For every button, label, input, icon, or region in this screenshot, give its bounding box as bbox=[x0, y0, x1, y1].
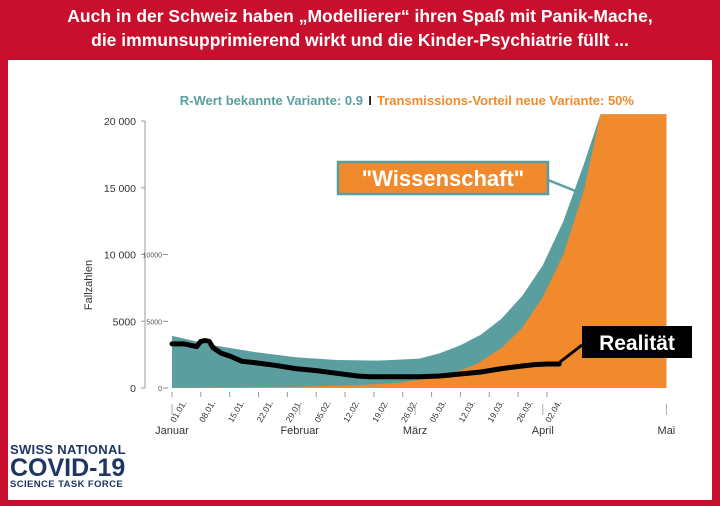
y-tick-label-2: 10 000 bbox=[104, 250, 136, 262]
task-force-logo: SWISS NATIONAL COVID-19 SCIENCE TASK FOR… bbox=[10, 443, 170, 490]
wissenschaft-label: "Wissenschaft" bbox=[362, 166, 525, 191]
x-tick-label-9: 05.03. bbox=[428, 399, 448, 424]
subtitle-left: R-Wert bekannte Variante: 0.9 bbox=[180, 93, 363, 108]
realitaet-box bbox=[582, 326, 692, 358]
real-line-layer bbox=[169, 338, 562, 380]
x-tick-label-0: 01.01. bbox=[168, 399, 188, 424]
realitaet-pointer bbox=[559, 343, 583, 364]
logo-line-1: SWISS NATIONAL bbox=[10, 442, 126, 457]
inner-tick-label-0: 0 bbox=[158, 386, 162, 393]
subtitle-separator: I bbox=[368, 93, 372, 108]
x-axis: 01.01. 08.01. 15.01. 22.01. 29.01. 05.02. 12.0… bbox=[168, 392, 563, 424]
inner-tick-label-1: 5000 bbox=[146, 319, 162, 326]
month-label-3: April bbox=[532, 425, 554, 437]
area-layers bbox=[172, 114, 667, 389]
y-axis: 0 5000 10 000 15 000 20 000 bbox=[104, 116, 146, 395]
y-tick-label-1: 5000 bbox=[113, 316, 137, 328]
logo-line-3: SCIENCE TASK FORCE bbox=[10, 479, 124, 490]
headline-line-1: Auch in der Schweiz haben „Modellierer“ … bbox=[67, 6, 653, 26]
wissenschaft-pointer bbox=[547, 178, 579, 194]
x-tick-label-11: 19.03. bbox=[485, 399, 505, 424]
inner-axis: 0 5000 10000 bbox=[143, 253, 168, 393]
inner-tick-label-2: 10000 bbox=[143, 253, 163, 260]
headline-line-2: die immunsupprimierend wirkt und die Kin… bbox=[91, 30, 629, 50]
month-label-0: Januar bbox=[155, 425, 189, 437]
y-tick-label-0: 0 bbox=[130, 383, 136, 395]
x-tick-label-7: 19.02. bbox=[370, 399, 390, 424]
wissenschaft-box bbox=[336, 160, 550, 196]
x-tick-label-8: 26.02. bbox=[399, 399, 419, 424]
real-cases-line bbox=[169, 338, 562, 380]
x-tick-label-5: 05.02. bbox=[312, 399, 332, 424]
month-label-4: Mai bbox=[658, 425, 676, 437]
headline: Auch in der Schweiz haben „Modellierer“ … bbox=[0, 4, 720, 52]
x-tick-label-2: 15.01. bbox=[226, 399, 246, 424]
month-label-2: März bbox=[403, 425, 427, 437]
x-tick-label-4: 29.01. bbox=[283, 399, 303, 424]
area-series-2 bbox=[172, 114, 667, 389]
x-tick-label-6: 12.02. bbox=[341, 399, 361, 424]
y-tick-label-4: 20 000 bbox=[104, 116, 136, 128]
logo-line-2: COVID-19 bbox=[10, 454, 126, 482]
x-tick-label-13: 02.04. bbox=[543, 399, 563, 424]
x-tick-label-1: 08.01. bbox=[197, 399, 217, 424]
month-axis: Januar Februar März April Mai bbox=[155, 404, 675, 437]
subtitle-right: Transmissions-Vorteil neue Variante: 50% bbox=[377, 93, 634, 108]
realitaet-label: Realität bbox=[599, 332, 675, 355]
month-label-1: Februar bbox=[280, 425, 319, 437]
annotations: "Wissenschaft" Realität bbox=[336, 160, 692, 364]
x-tick-label-3: 22.01. bbox=[255, 399, 275, 424]
x-tick-label-10: 12.03. bbox=[456, 399, 476, 424]
y-tick-label-3: 15 000 bbox=[104, 183, 136, 195]
x-tick-label-12: 26.03. bbox=[514, 399, 534, 424]
y-axis-label: Fallzahlen bbox=[83, 260, 95, 310]
